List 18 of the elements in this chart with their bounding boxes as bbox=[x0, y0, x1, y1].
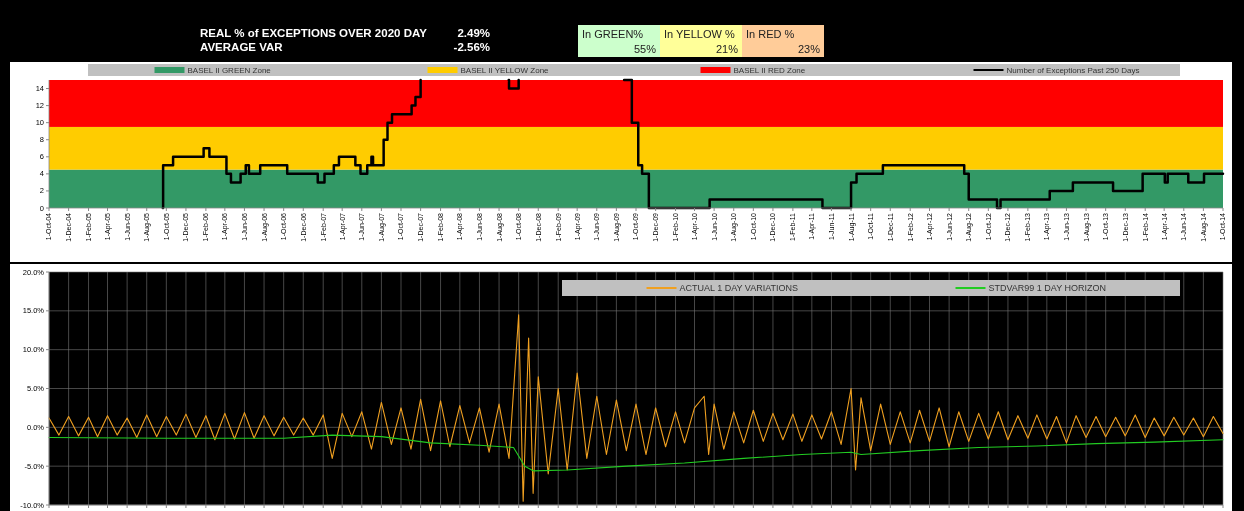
category-label: In RED % bbox=[746, 28, 795, 40]
line-series bbox=[48, 434, 1224, 472]
text: 2.49% bbox=[457, 27, 490, 39]
text: -2.56% bbox=[453, 41, 490, 53]
category-label: In YELLOW % bbox=[664, 28, 735, 40]
text: 55% bbox=[633, 43, 656, 55]
text: AVERAGE VAR bbox=[200, 41, 284, 53]
line-series bbox=[48, 314, 1224, 502]
legend-label: STDVAR99 1 DAY HORIZON bbox=[988, 283, 1107, 294]
legend-label: BASEL II YELLOW Zone bbox=[460, 65, 550, 75]
category-label: In GREEN% bbox=[582, 28, 644, 40]
legend-label: BASEL II GREEN Zone bbox=[187, 65, 272, 75]
text: 23% bbox=[797, 43, 820, 55]
legend-label: Number of Exceptions Past 250 Days bbox=[1006, 65, 1140, 75]
legend-label: BASEL II RED Zone bbox=[733, 65, 806, 75]
legend-label: ACTUAL 1 DAY VARIATIONS bbox=[679, 283, 799, 294]
text: 21% bbox=[715, 43, 738, 55]
text: REAL % of EXCEPTIONS OVER 2020 DAY bbox=[200, 27, 428, 39]
